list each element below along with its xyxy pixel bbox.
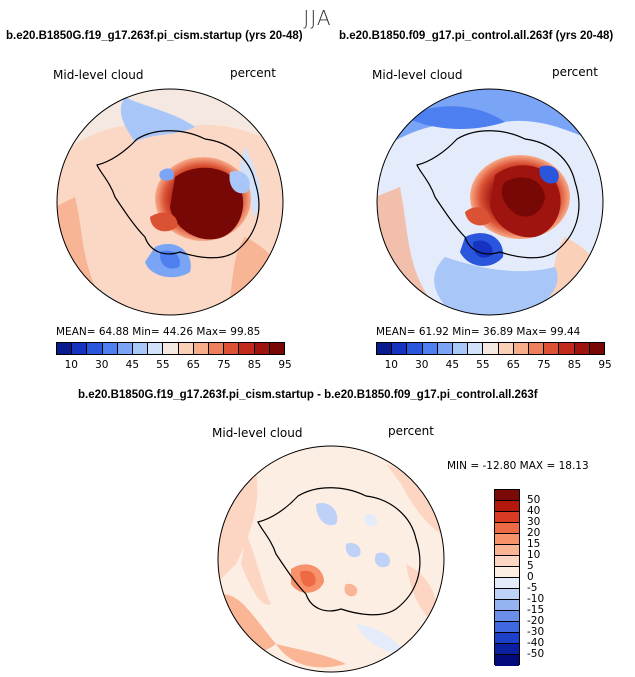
panel-2-polar-map (376, 88, 604, 316)
diff-colorbar-tick-label: 20 (527, 527, 541, 539)
season-title: JJA (303, 6, 332, 30)
diff-colorbar-tick-label: -50 (527, 648, 545, 660)
panel-1-colorbar-segment (178, 343, 194, 354)
panel-1-colorbar-segment (209, 343, 225, 354)
diff-stats: MIN = -12.80 MAX = 18.13 (447, 460, 589, 472)
panel-2-colorbar-tick-label: 95 (598, 359, 612, 371)
diff-colorbar (494, 489, 520, 666)
panel-1-polar-map (56, 88, 284, 316)
panel-2-stats: MEAN= 61.92 Min= 36.89 Max= 99.44 (376, 326, 581, 338)
panel-2-colorbar-segment (407, 343, 423, 354)
diff-colorbar-segment (495, 556, 519, 567)
diff-colorbar-segment (495, 534, 519, 545)
panel-1-colorbar-segment (254, 343, 270, 354)
panel-2-colorbar-segment (422, 343, 438, 354)
panel-2-colorbar-tick-label: 85 (567, 359, 582, 371)
diff-colorbar-segment (495, 600, 519, 611)
panel-1-colorbar-segment (239, 343, 255, 354)
diff-colorbar-tick-label: 30 (527, 516, 541, 528)
panel-2-colorbar-segment (513, 343, 530, 354)
panel-2-colorbar-tick-label: 10 (384, 359, 398, 371)
diff-panel-title: b.e20.B1850G.f19_g17.263f.pi_cism.startu… (78, 389, 538, 401)
diff-colorbar-tick-label: 40 (527, 505, 541, 517)
panel-2-colorbar-ticks: 10 30 45 55 65 75 85 95 (376, 359, 612, 373)
panel-1-colorbar-tick-label: 85 (247, 359, 262, 371)
panel-2-colorbar (376, 342, 605, 355)
diff-colorbar-segment (495, 622, 519, 633)
diff-colorbar-tick-label: 5 (527, 560, 534, 572)
diff-colorbar-tick-label: -30 (527, 626, 545, 638)
diff-colorbar-ticks: 50 40 30 20 15 10 5 0 -5 -10 -15 -20 -30 -40 -50 (527, 489, 567, 665)
diff-polar-map (217, 445, 445, 673)
panel-2-colorbar-tick-label: 75 (537, 359, 551, 371)
diff-colorbar-segment (495, 512, 519, 523)
panel-1-colorbar-segment (72, 343, 88, 354)
diff-colorbar-segment (495, 589, 519, 600)
panel-2-field-label: Mid-level cloud (372, 68, 463, 82)
panel-1-units: percent (230, 66, 276, 80)
diff-colorbar-segment (495, 567, 519, 578)
panel-1-title: b.e20.B1850G.f19_g17.263f.pi_cism.startu… (6, 30, 303, 42)
panel-2-colorbar-segment (544, 343, 560, 354)
panel-2-colorbar-segment (468, 343, 484, 354)
panel-2-colorbar-segment (483, 343, 499, 354)
diff-colorbar-segment (495, 523, 519, 534)
diff-colorbar-segment (495, 490, 519, 501)
panel-2-units: percent (552, 65, 598, 79)
panel-2-title: b.e20.B1850.f09_g17.pi_control.all.263f … (339, 30, 614, 42)
panel-1-colorbar-tick-label: 45 (125, 359, 140, 371)
diff-colorbar-segment (495, 633, 519, 644)
panel-1-colorbar-segment (193, 343, 210, 354)
panel-1-colorbar-segment (163, 343, 179, 354)
panel-2-colorbar-segment (589, 343, 605, 354)
panel-2-colorbar-segment (377, 343, 393, 354)
panel-1-colorbar-ticks: 10 30 45 55 65 75 85 95 (56, 359, 292, 373)
panel-1-colorbar-segment (117, 343, 134, 354)
panel-2-colorbar-segment (574, 343, 590, 354)
diff-colorbar-tick-label: -10 (527, 593, 545, 605)
panel-1-colorbar-tick-label: 10 (64, 359, 78, 371)
diff-units: percent (388, 424, 434, 438)
panel-1-stats: MEAN= 64.88 Min= 44.26 Max= 99.85 (56, 326, 261, 338)
panel-1-colorbar-tick-label: 75 (217, 359, 231, 371)
diff-colorbar-segment (495, 611, 519, 622)
diff-colorbar-tick-label: 50 (527, 494, 541, 506)
diff-colorbar-segment (495, 655, 519, 666)
panel-1-colorbar-tick-label: 65 (186, 359, 201, 371)
panel-2-colorbar-tick-label: 45 (445, 359, 460, 371)
panel-1-colorbar-tick-label: 55 (156, 359, 170, 371)
diff-colorbar-tick-label: -40 (527, 637, 545, 649)
panel-2-colorbar-segment (559, 343, 575, 354)
panel-1-colorbar-segment (133, 343, 149, 354)
diff-colorbar-segment (495, 578, 519, 589)
panel-2-colorbar-tick-label: 55 (476, 359, 490, 371)
panel-2-colorbar-segment (529, 343, 545, 354)
panel-1-colorbar-segment (224, 343, 240, 354)
panel-1-colorbar (56, 342, 285, 355)
panel-2-colorbar-segment (498, 343, 514, 354)
panel-1-colorbar-tick-label: 95 (278, 359, 292, 371)
diff-colorbar-tick-label: -5 (527, 582, 538, 594)
diff-colorbar-tick-label: -15 (527, 604, 545, 616)
diff-colorbar-segment (495, 501, 519, 512)
panel-2-colorbar-tick-label: 65 (506, 359, 521, 371)
diff-colorbar-tick-label: 0 (527, 571, 534, 583)
panel-1-colorbar-segment (269, 343, 285, 354)
diff-colorbar-segment (495, 644, 519, 655)
diff-colorbar-tick-label: -20 (527, 615, 545, 627)
panel-1-colorbar-segment (148, 343, 164, 354)
panel-1-field-label: Mid-level cloud (53, 68, 144, 82)
panel-1-colorbar-tick-label: 30 (95, 359, 109, 371)
diff-field-label: Mid-level cloud (212, 426, 303, 440)
panel-2-colorbar-segment (437, 343, 454, 354)
panel-1-colorbar-segment (102, 343, 118, 354)
panel-2-colorbar-segment (453, 343, 469, 354)
panel-2-colorbar-tick-label: 30 (415, 359, 429, 371)
panel-1-colorbar-segment (87, 343, 103, 354)
diff-colorbar-segment (495, 545, 519, 556)
panel-1-colorbar-segment (57, 343, 73, 354)
diff-colorbar-tick-label: 10 (527, 549, 541, 561)
diff-colorbar-tick-label: 15 (527, 538, 541, 550)
panel-2-colorbar-segment (392, 343, 408, 354)
